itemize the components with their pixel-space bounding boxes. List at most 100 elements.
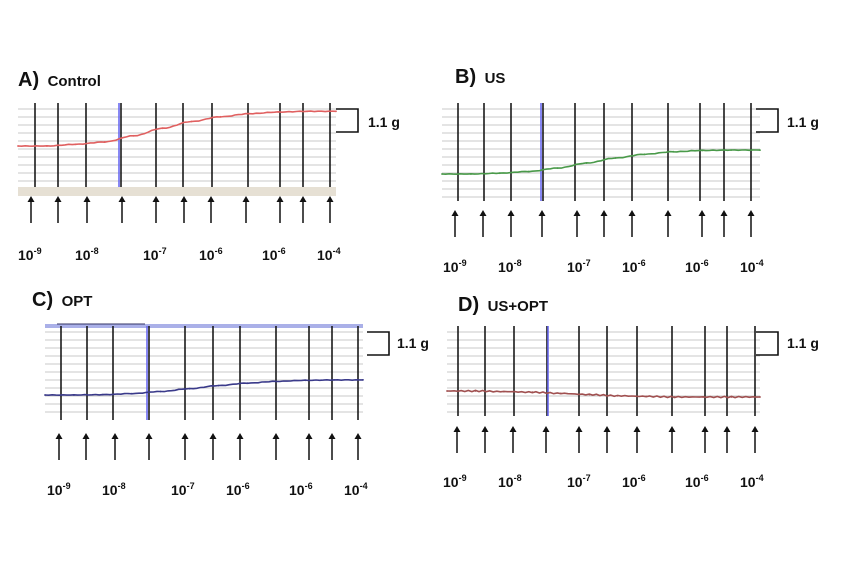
trace-point [616, 394, 619, 397]
dose-arrow-head [328, 433, 336, 439]
trace-point [614, 157, 617, 159]
dose-arrow-head [181, 433, 189, 439]
trace-point [672, 150, 675, 153]
dose-arrow-head [207, 196, 215, 202]
dose-arrow [276, 196, 284, 223]
chart-panel-3 [44, 323, 390, 460]
panel-letter-a: A) [18, 69, 39, 91]
dose-arrow [83, 196, 91, 223]
tick-label-c-1: 10-9 [47, 481, 71, 498]
dose-arrow-head [603, 426, 611, 432]
scale-bar-bracket [336, 108, 359, 133]
trace-point [759, 149, 761, 152]
tick-label-b-6: 10-4 [740, 258, 764, 275]
trace-point [730, 149, 732, 152]
dose-arrow-head [481, 426, 489, 432]
dose-arrow-head [242, 196, 250, 202]
dose-arrow [603, 426, 611, 453]
trace-point [246, 382, 249, 384]
tick-label-c-5: 10-6 [289, 481, 313, 498]
panel-us: B) US 1.1 g 10-9 10-8 10-7 10-6 10-6 10-… [443, 66, 819, 275]
trace-point [188, 387, 191, 390]
trace-point [559, 392, 562, 395]
dose-arrow-head [723, 426, 731, 432]
panel-opt: C) OPT 1.1 g 10-9 10-8 10-7 10-6 10-6 10… [32, 289, 429, 498]
dose-arrow [328, 433, 336, 460]
trace-point [673, 396, 676, 398]
tick-label-a-5: 10-6 [262, 246, 286, 263]
dose-arrow-head [276, 196, 284, 202]
dose-arrow-head [701, 426, 709, 432]
trace-point [17, 145, 19, 147]
trace-point [588, 393, 591, 396]
svg-text:C) OPT: C) OPT [32, 289, 92, 311]
trace-point [44, 394, 46, 396]
dose-arrow-head [542, 426, 550, 432]
trace-point [275, 380, 278, 383]
tick-label-d-2: 10-8 [498, 473, 522, 490]
dose-arrow [27, 196, 35, 223]
trace-point [103, 141, 106, 143]
tick-label-c-6: 10-4 [344, 481, 368, 498]
trace-point [585, 162, 588, 165]
dose-arrow-head [747, 210, 755, 216]
plot-area [442, 103, 760, 201]
scale-bar-bracket [367, 331, 390, 356]
trace-point [130, 392, 133, 395]
dose-arrow [628, 210, 636, 237]
dose-arrow-head [720, 210, 728, 216]
dose-arrow [542, 426, 550, 453]
dose-arrow-head [145, 433, 153, 439]
dose-arrow [575, 426, 583, 453]
dose-arrow [451, 210, 459, 237]
trace-point [701, 149, 704, 152]
dose-arrow-head [451, 210, 459, 216]
trace-point [304, 379, 307, 382]
response-trace [446, 389, 761, 399]
dose-arrow-head [54, 196, 62, 202]
tick-label-b-2: 10-8 [498, 258, 522, 275]
trace-point [159, 390, 162, 393]
trace-point [470, 173, 472, 175]
recording-header-band [45, 324, 363, 328]
trace-point [702, 396, 704, 398]
dose-arrow-head [118, 196, 126, 202]
trace-point [503, 390, 505, 393]
trace-point [333, 379, 335, 381]
trace-point [74, 143, 77, 146]
dose-arrow-head [55, 433, 63, 439]
dose-arrow [664, 210, 672, 237]
recording-footer-band [18, 187, 336, 196]
dose-arrow [207, 196, 215, 223]
dose-arrow-head [575, 426, 583, 432]
trace-point [277, 111, 280, 113]
trace-point [335, 110, 337, 113]
trace-point [498, 172, 501, 175]
trace-point [132, 134, 135, 137]
dose-arrow [181, 433, 189, 460]
tick-label-c-3: 10-7 [171, 481, 195, 498]
dose-arrow-head [27, 196, 35, 202]
dose-arrow [600, 210, 608, 237]
dose-arrow [180, 196, 188, 223]
scale-bar-bracket [756, 108, 779, 133]
dose-arrow-head [152, 196, 160, 202]
trace-point [730, 396, 733, 398]
trace-point [441, 173, 443, 175]
dose-arrow-head [628, 210, 636, 216]
tick-label-a-6: 10-4 [317, 246, 341, 263]
scale-bar-label-c: 1.1 g [397, 335, 429, 351]
dose-arrow-head [479, 210, 487, 216]
tick-label-d-4: 10-6 [622, 473, 646, 490]
plot-area [447, 326, 760, 416]
dose-arrow-head [573, 210, 581, 216]
trace-point [556, 167, 559, 170]
scale-bar-label-d: 1.1 g [787, 335, 819, 351]
dose-arrow-head [698, 210, 706, 216]
panel-title-control: Control [48, 73, 101, 90]
dose-arrow [453, 426, 461, 453]
scale-bar-bracket [756, 331, 779, 356]
dose-arrow-head [600, 210, 608, 216]
dose-arrow [723, 426, 731, 453]
